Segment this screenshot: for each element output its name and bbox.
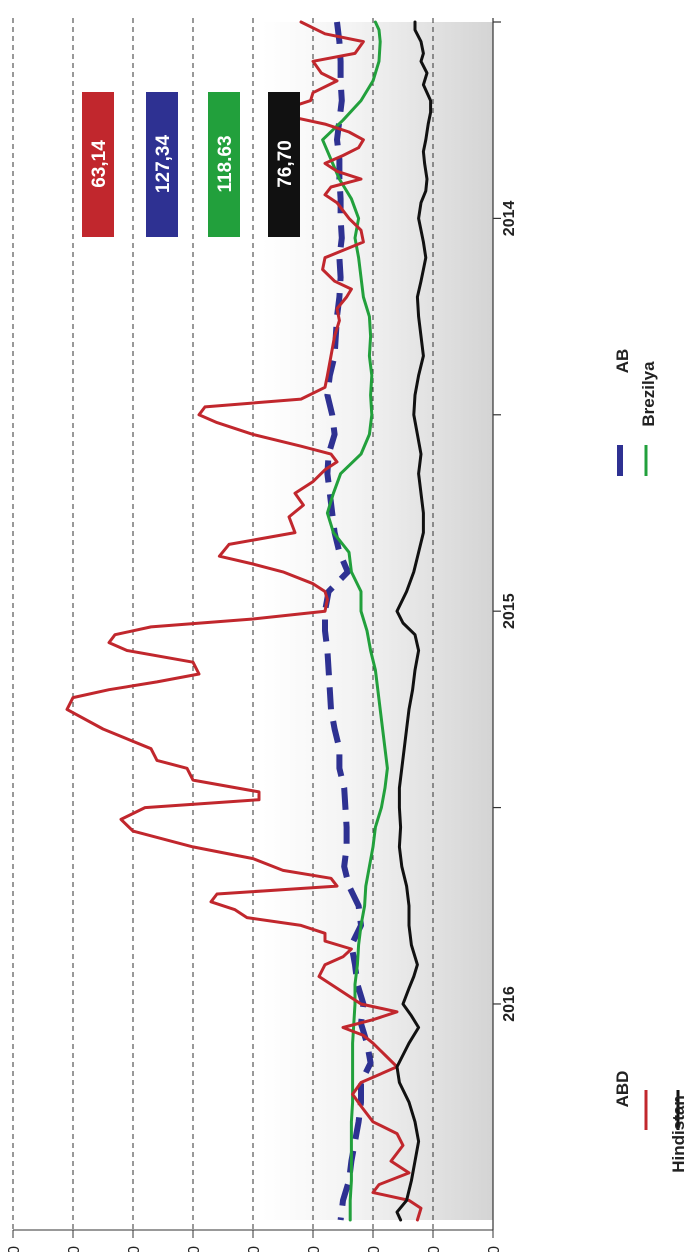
y-tick-label-150: 150 [306,1246,323,1252]
y-tick-label-250: 250 [186,1246,203,1252]
y-tick-label-100: 100 [366,1246,383,1252]
legend-label-abd: ABD [613,1071,632,1108]
y-tick-label-400: 400 [6,1246,23,1252]
value-label-brezilya: 118.63 [215,135,236,192]
series-line-abd [65,20,423,1222]
y-tick-label-200: 200 [246,1246,263,1252]
series-line-hindistan [395,20,433,1222]
value-label-abd: 63,14 [89,140,110,188]
y-tick-label-350: 350 [66,1246,83,1252]
value-label-hindistan: 76,70 [275,140,296,188]
value-badge-hindistan [268,92,300,237]
value-label-ab: 127,34 [153,135,174,194]
value-badge-abd [82,92,114,237]
y-tick-label-50: 50 [426,1246,443,1252]
y-tick-label-300: 300 [126,1246,143,1252]
plot-background [262,22,493,1220]
legend-label-ab: AB [613,349,632,374]
year-label-2014: 2014 [501,200,518,236]
series-line-brezilya [321,20,389,1222]
value-badge-brezilya [208,92,240,237]
y-tick-label-0: 0 [486,1246,503,1252]
legend-label-hindistan: Hindistan [669,1095,688,1172]
year-label-2015: 2015 [501,593,518,629]
value-badge-ab [146,92,178,237]
year-label-2016: 2016 [501,986,518,1022]
legend-label-brezilya: Brezilya [639,361,658,427]
series-line-ab [322,21,374,1221]
